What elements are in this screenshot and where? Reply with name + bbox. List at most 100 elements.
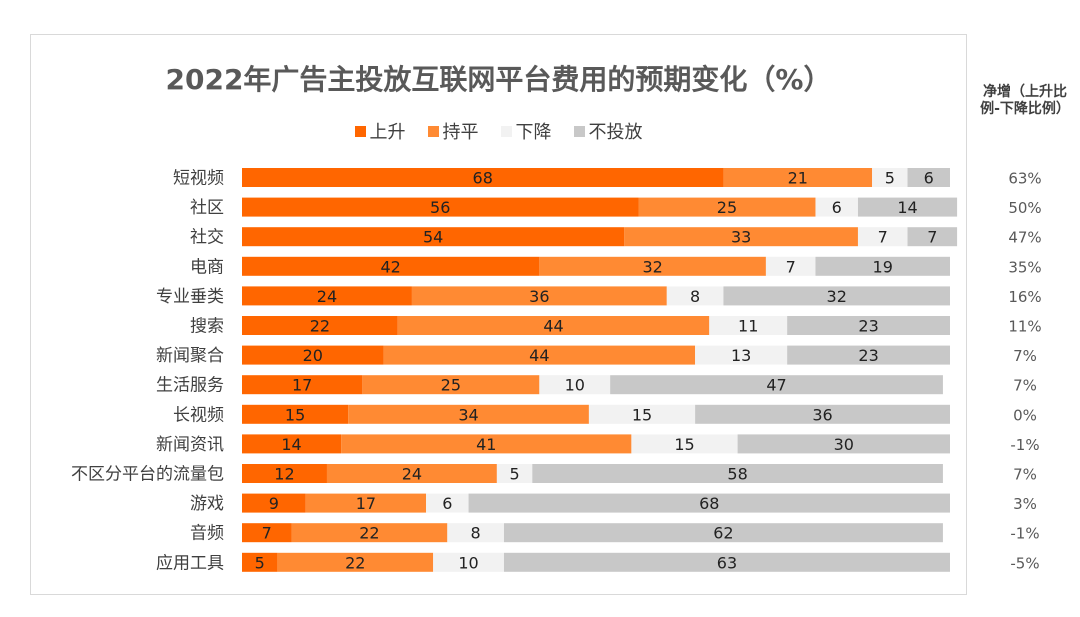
data-label: 8 [690,287,700,306]
bar-segment [397,316,710,335]
bar-segment [242,464,327,483]
bar-segment [723,168,873,187]
bar-segment [539,375,611,395]
legend-item-3: 不投放 [573,118,643,144]
bar-segment [242,286,412,306]
bar-segment [411,286,667,306]
category-label: 音频 [190,524,224,544]
net-change-value: -1% [1010,525,1039,543]
bar-segment [872,168,908,187]
data-label: 14 [897,198,917,217]
bar-segment [907,227,958,247]
bar-segment [242,404,349,424]
legend-swatch [500,125,512,137]
data-label: 15 [674,435,694,454]
bar-segment [666,286,724,306]
legend-item-2: 下降 [500,118,552,144]
bar-segment [242,523,292,543]
bar-segment [503,552,950,572]
legend-label: 不投放 [588,122,643,143]
data-label: 8 [471,524,481,543]
data-label: 6 [832,198,842,217]
bar-segment [348,404,589,424]
category-label: 长视频 [173,405,224,425]
bar-segment [815,197,858,217]
bar-segment [277,552,434,572]
net-change-value: 11% [1008,318,1041,336]
data-label: 9 [269,494,279,513]
data-label: 30 [834,435,854,454]
data-label: 44 [543,317,563,336]
chart-title: 2022年广告主投放互联网平台费用的预期变化（%） [165,63,832,96]
bar-segment [907,168,950,187]
data-label: 54 [423,228,443,247]
data-label: 63 [717,553,737,572]
legend-label: 持平 [442,122,479,143]
legend-item-1: 持平 [427,118,479,144]
data-label: 32 [642,257,662,276]
category-label: 社交 [190,228,224,248]
legend-label: 上升 [369,122,406,143]
data-label: 47 [766,376,786,395]
bar-segment [326,464,497,483]
data-label: 7 [262,524,272,543]
legend-swatch [573,125,585,137]
bar-segment [362,375,540,395]
data-label: 32 [827,287,847,306]
data-label: 36 [812,405,832,424]
data-label: 25 [441,376,461,395]
category-label: 新闻聚合 [156,346,224,366]
data-label: 7 [878,228,888,247]
bar-segment [787,345,950,365]
data-label: 56 [430,198,450,217]
net-change-value: 35% [1008,258,1041,276]
category-label: 搜索 [190,317,224,337]
category-label: 生活服务 [156,376,224,396]
category-label: 应用工具 [156,553,224,573]
net-change-value: 50% [1008,199,1041,217]
net-change-value: 3% [1013,495,1037,513]
bar-segment [857,197,958,217]
bar-segment [624,227,858,247]
net-change-value: 7% [1013,377,1037,395]
bar-segment [539,256,766,276]
bar-segment [631,434,738,454]
data-label: 13 [731,346,751,365]
data-label: 21 [788,169,808,188]
bar-segment [503,523,943,543]
bar-segment [242,552,278,572]
net-change-value: -5% [1010,554,1039,572]
net-change-value: -1% [1010,436,1039,454]
bar-segment [610,375,943,395]
data-label: 20 [303,346,323,365]
net-change-header: 净增（上升比例-下降比例） [980,84,1070,117]
bar-segment [447,523,504,543]
data-label: 68 [699,494,719,513]
data-label: 5 [509,465,519,484]
net-change-value: 16% [1008,288,1041,306]
bar-segment [383,345,696,365]
data-label: 22 [310,317,330,336]
data-label: 58 [727,465,747,484]
bar-segment [787,316,950,335]
bar-segment [433,552,504,572]
category-label: 短视频 [173,169,224,189]
data-label: 41 [476,435,496,454]
bar-segment [242,256,540,276]
bar-segment [291,523,448,543]
bar-segment [857,227,908,247]
data-label: 11 [738,317,758,336]
data-label: 12 [274,465,294,484]
data-label: 19 [873,257,893,276]
bar-segment [242,434,342,454]
bar-segment [532,464,943,483]
data-label: 14 [281,435,301,454]
data-label: 22 [359,524,379,543]
legend-label: 下降 [515,122,552,143]
net-change-value: 47% [1008,229,1041,247]
category-label: 专业垂类 [156,287,224,307]
data-label: 44 [529,346,549,365]
data-label: 5 [885,169,895,188]
data-label: 6 [442,494,452,513]
